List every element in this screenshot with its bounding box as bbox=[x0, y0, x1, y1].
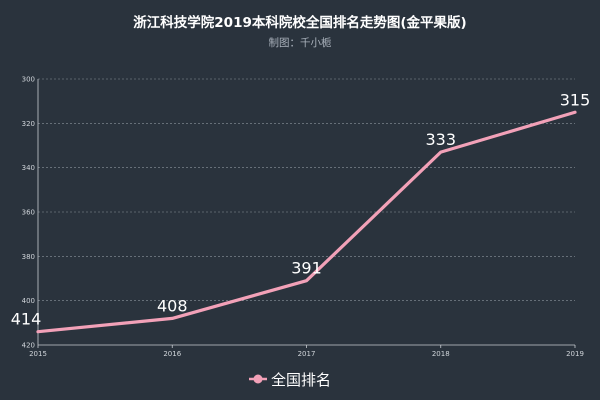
data-label: 333 bbox=[425, 130, 456, 149]
x-tick-label: 2015 bbox=[29, 350, 47, 358]
chart-subtitle: 制图：千小栀 bbox=[269, 36, 332, 49]
x-tick-label: 2019 bbox=[566, 350, 584, 358]
chart-title: 浙江科技学院2019本科院校全国排名走势图(金平果版) bbox=[133, 14, 466, 31]
y-tick-label: 380 bbox=[22, 253, 35, 261]
legend-dot-marker bbox=[253, 374, 263, 384]
legend[interactable]: 全国排名 bbox=[249, 371, 331, 389]
x-tick-label: 2016 bbox=[163, 350, 181, 358]
y-tick-label: 300 bbox=[22, 76, 35, 84]
data-label: 408 bbox=[157, 296, 188, 315]
y-tick-label: 420 bbox=[22, 342, 35, 350]
legend-label: 全国排名 bbox=[271, 371, 331, 389]
series-line-national-rank[interactable] bbox=[36, 110, 577, 334]
grid-lines bbox=[38, 78, 575, 301]
x-tick-label: 2018 bbox=[432, 350, 450, 358]
y-tick-label: 320 bbox=[22, 120, 35, 128]
series-layer bbox=[36, 110, 577, 334]
y-tick-label: 400 bbox=[22, 297, 35, 305]
x-tick-label: 2017 bbox=[298, 350, 316, 358]
y-tick-label: 360 bbox=[22, 209, 35, 217]
data-labels: 414 408 391 333 315 bbox=[11, 90, 591, 328]
data-label: 414 bbox=[11, 310, 42, 329]
y-tick-label: 340 bbox=[22, 164, 35, 172]
data-label: 391 bbox=[291, 259, 322, 278]
data-label: 315 bbox=[560, 90, 591, 109]
